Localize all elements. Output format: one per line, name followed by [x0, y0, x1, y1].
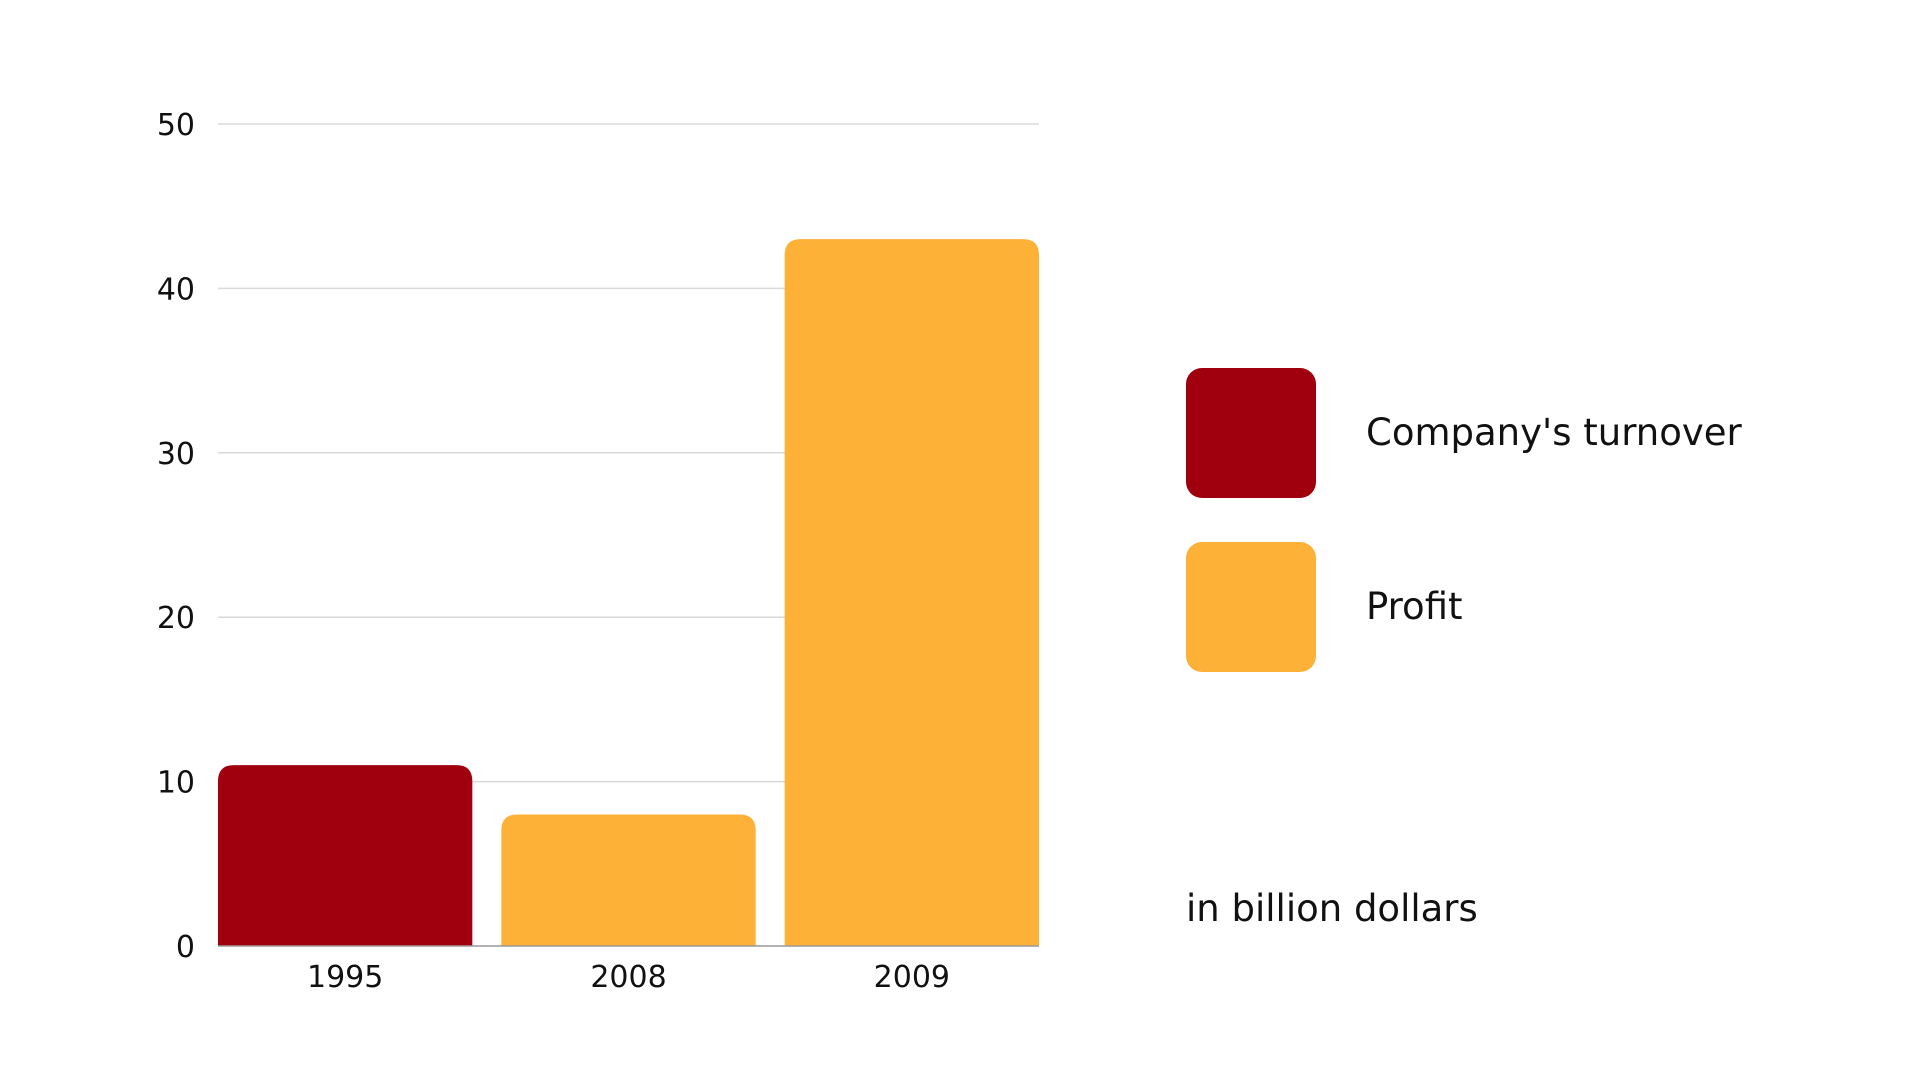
legend-swatch-profit: [1186, 542, 1316, 672]
y-tick-label: 30: [157, 437, 195, 472]
x-tick-label-1995: 1995: [307, 960, 383, 995]
y-tick-label: 40: [157, 272, 195, 307]
unit-note: in billion dollars: [1186, 887, 1478, 930]
y-tick-label: 50: [157, 108, 195, 143]
legend-item-turnover: Company's turnover: [1186, 368, 1746, 498]
legend-label-turnover: Company's turnover: [1366, 411, 1742, 454]
y-tick-label: 0: [176, 930, 195, 965]
x-tick-label-2009: 2009: [874, 960, 950, 995]
x-axis-tick-labels: 1995 2008 2009: [307, 960, 950, 995]
legend-label-profit: Profit: [1366, 585, 1463, 628]
bar-2009: [784, 239, 1039, 946]
bars: [218, 239, 1039, 946]
y-tick-label: 10: [157, 766, 195, 801]
bar-2008: [501, 814, 756, 946]
y-tick-label: 20: [157, 601, 195, 636]
legend-swatch-turnover: [1186, 368, 1316, 498]
bar-1995: [218, 765, 473, 946]
x-tick-label-2008: 2008: [590, 960, 666, 995]
y-axis-tick-labels: 0 10 20 30 40 50: [157, 108, 195, 965]
legend-item-profit: Profit: [1186, 542, 1746, 672]
